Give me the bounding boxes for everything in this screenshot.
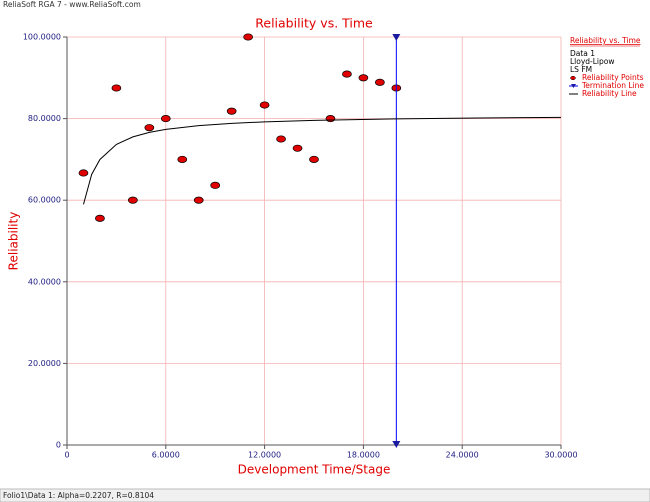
legend-symbol xyxy=(571,84,576,88)
status-bar xyxy=(0,488,650,502)
data-point xyxy=(128,196,138,204)
x-tick-label: 24.0000 xyxy=(446,451,479,460)
data-point xyxy=(342,70,352,78)
data-point xyxy=(375,78,385,86)
data-point xyxy=(160,115,171,123)
legend-info: Lloyd-Lipow xyxy=(570,57,615,66)
x-tick-label: 0 xyxy=(64,451,69,460)
data-point xyxy=(177,155,188,163)
data-point xyxy=(325,115,336,123)
termination-marker xyxy=(392,441,401,448)
reliability-line xyxy=(82,116,562,205)
data-point xyxy=(259,101,270,109)
y-tick-label: 0 xyxy=(56,441,61,450)
data-point xyxy=(144,124,155,132)
legend-info: Data 1 xyxy=(570,49,595,58)
status-text: Folio1\Data 1: Alpha=0.2207, R=0.8104 xyxy=(3,491,154,500)
data-point xyxy=(78,169,89,177)
data-point xyxy=(243,33,253,41)
data-point xyxy=(95,214,105,222)
legend-entry: Reliability Line xyxy=(582,89,637,98)
y-tick-label: 80.0000 xyxy=(28,114,61,123)
chart-title: Reliability vs. Time xyxy=(255,16,373,31)
legend-box xyxy=(565,34,645,120)
data-point xyxy=(226,107,237,115)
data-point xyxy=(193,196,204,204)
legend-entry: Termination Line xyxy=(581,81,644,90)
x-tick-label: 12.0000 xyxy=(248,451,281,460)
data-point xyxy=(358,74,369,82)
y-tick-label: 100.0000 xyxy=(23,33,61,42)
x-tick-label: 6.0000 xyxy=(152,451,180,460)
data-point xyxy=(210,181,221,189)
data-point xyxy=(309,155,319,163)
legend-info: LS FM xyxy=(570,65,592,74)
y-tick-label: 20.0000 xyxy=(28,359,61,368)
legend-title: Reliability vs. Time xyxy=(570,36,641,45)
x-axis-label: Development Time/Stage xyxy=(238,463,391,477)
legend-symbol xyxy=(570,75,576,81)
x-tick-label: 30.0000 xyxy=(544,451,577,460)
y-tick-label: 60.0000 xyxy=(28,196,61,205)
legend-entry: Reliability Points xyxy=(582,73,644,82)
y-tick-label: 40.0000 xyxy=(28,277,61,286)
data-point xyxy=(111,84,122,92)
y-axis-label: Reliability xyxy=(7,212,21,271)
x-tick-label: 18.0000 xyxy=(347,451,380,460)
termination-marker xyxy=(392,34,401,41)
data-point xyxy=(276,135,286,143)
data-point xyxy=(292,144,303,152)
window-title: ReliaSoft RGA 7 - www.ReliaSoft.com xyxy=(3,0,141,9)
